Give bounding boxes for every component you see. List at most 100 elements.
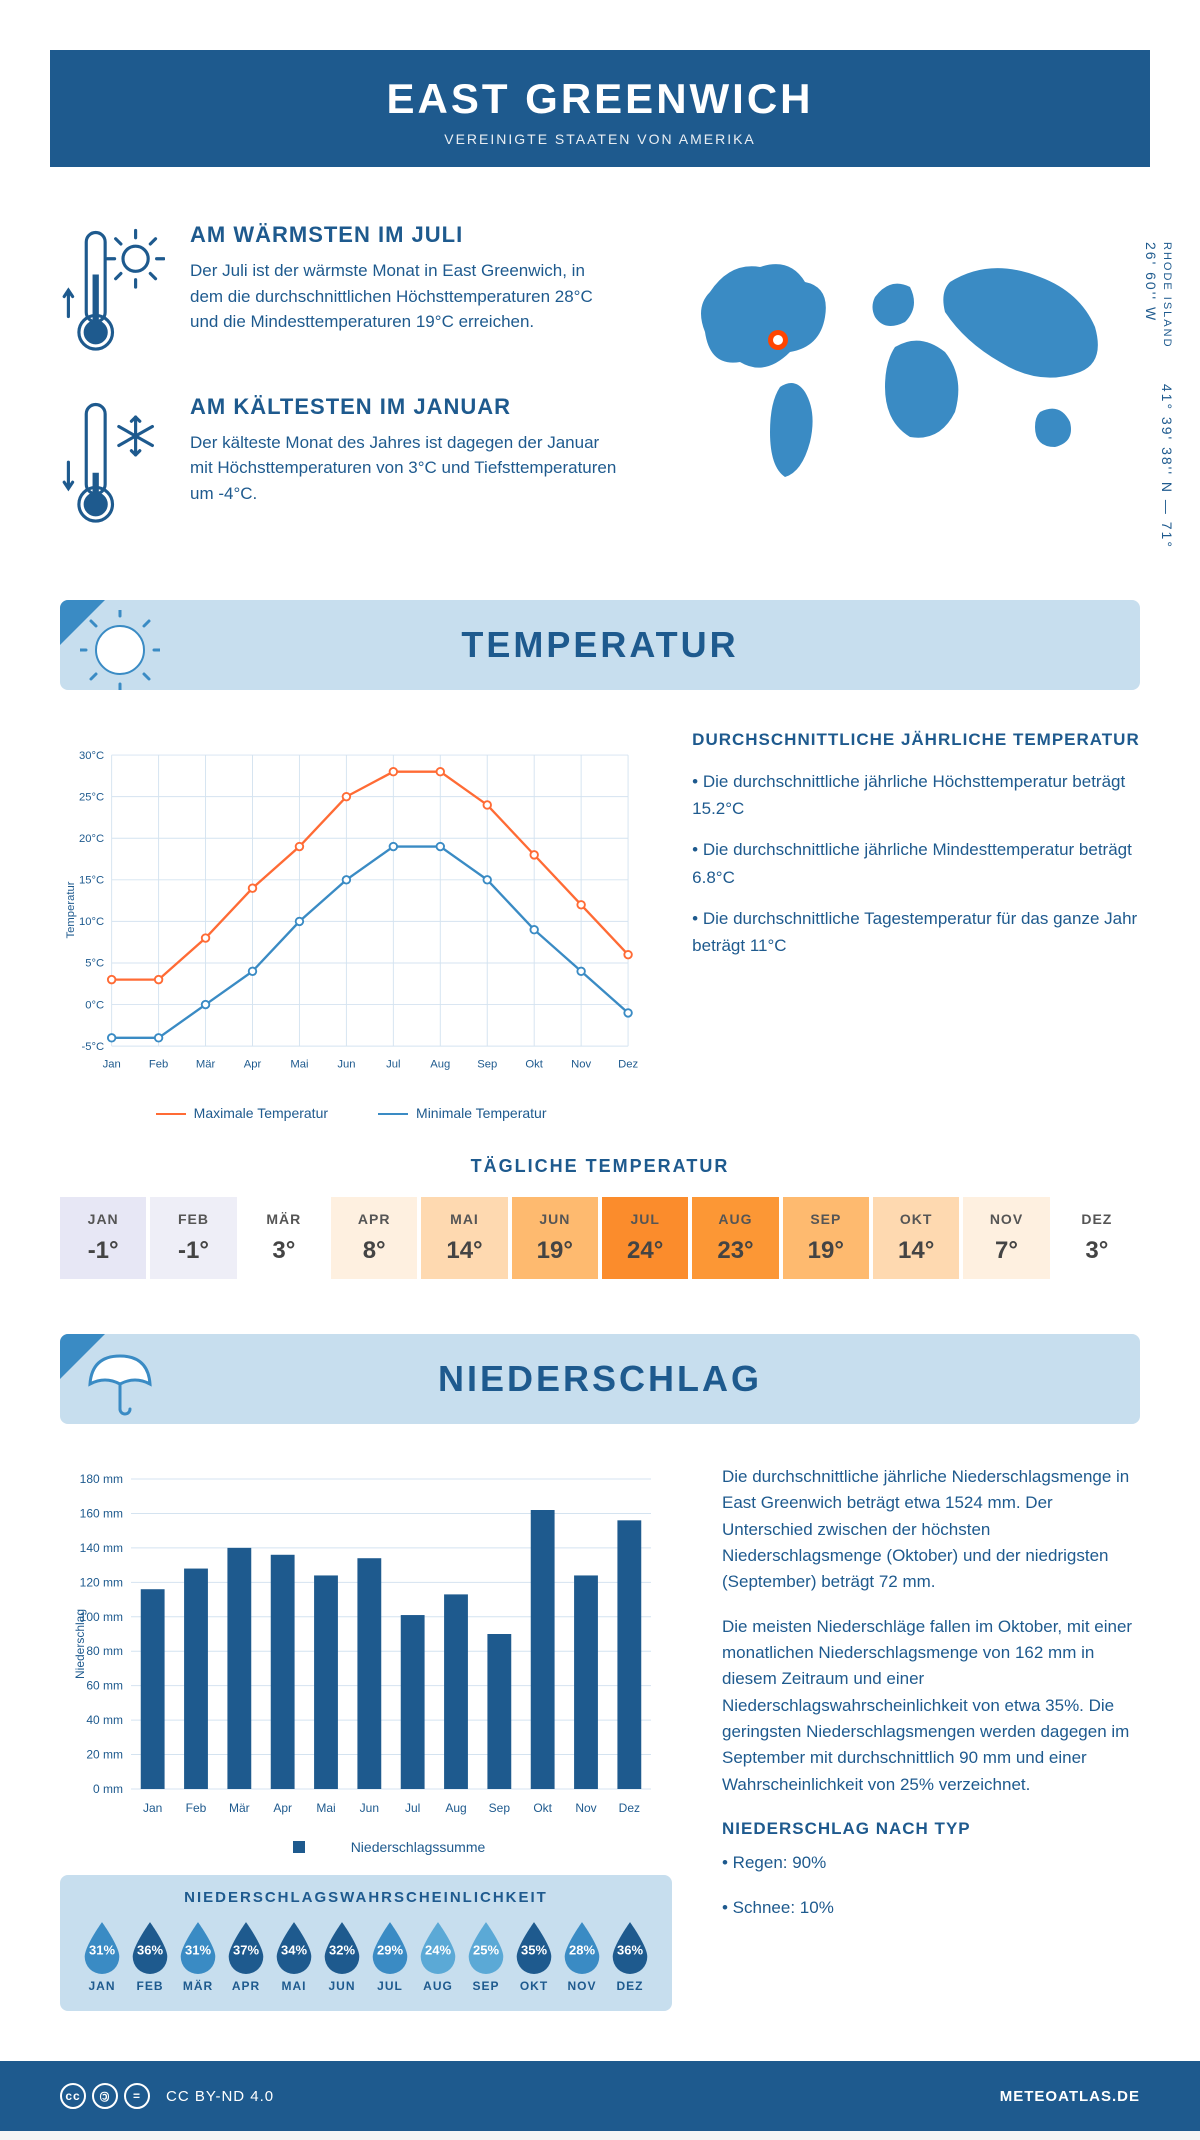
svg-text:Apr: Apr [244,1059,262,1071]
daily-cell: AUG23° [692,1197,778,1279]
svg-text:Feb: Feb [149,1059,168,1071]
svg-text:20°C: 20°C [79,833,104,845]
svg-text:Jul: Jul [405,1801,420,1815]
svg-text:Apr: Apr [273,1801,292,1815]
infographic-page: EAST GREENWICH VEREINIGTE STAATEN VON AM… [0,0,1200,2131]
svg-text:Okt: Okt [533,1801,552,1815]
umbrella-icon [80,1344,160,1424]
coldest-title: AM KÄLTESTEN IM JANUAR [190,394,620,420]
svg-text:Nov: Nov [571,1059,591,1071]
svg-text:Aug: Aug [430,1059,450,1071]
svg-text:0 mm: 0 mm [93,1782,123,1796]
svg-text:0°C: 0°C [85,999,104,1011]
thermometer-hot-icon [60,222,165,359]
drop-item: 28%NOV [558,1920,606,1993]
svg-text:40 mm: 40 mm [86,1713,123,1727]
svg-text:Temperatur: Temperatur [65,881,77,938]
drop-item: 37%APR [222,1920,270,1993]
daily-cell: NOV7° [963,1197,1049,1279]
svg-text:Feb: Feb [186,1801,207,1815]
svg-text:Jan: Jan [103,1059,121,1071]
page-subtitle: VEREINIGTE STAATEN VON AMERIKA [50,131,1150,147]
svg-text:Jan: Jan [143,1801,162,1815]
page-title: EAST GREENWICH [50,75,1150,123]
drop-item: 36%FEB [126,1920,174,1993]
temp-legend: Maximale Temperatur Minimale Temperatur [60,1105,642,1121]
drop-item: 35%OKT [510,1920,558,1993]
svg-text:Aug: Aug [445,1801,466,1815]
svg-text:Sep: Sep [477,1059,497,1071]
precipitation-bar-chart: 0 mm20 mm40 mm60 mm80 mm100 mm120 mm140 … [60,1464,672,1824]
svg-text:Okt: Okt [525,1059,543,1071]
svg-text:Dez: Dez [618,1059,638,1071]
svg-text:Nov: Nov [575,1801,596,1815]
svg-text:Mai: Mai [290,1059,308,1071]
cc-icon: cc [60,2083,86,2109]
sun-icon [80,610,160,690]
daily-cell: JAN-1° [60,1197,146,1279]
temperature-line-chart: -5°C0°C5°C10°C15°C20°C25°C30°CJanFebMärA… [60,730,642,1090]
legend-min: Minimale Temperatur [378,1105,546,1121]
drop-item: 24%AUG [414,1920,462,1993]
svg-text:25°C: 25°C [79,791,104,803]
precipitation-section-head: NIEDERSCHLAG [60,1334,1140,1424]
nd-icon: = [124,2083,150,2109]
svg-text:Jun: Jun [360,1801,379,1815]
legend-max: Maximale Temperatur [156,1105,328,1121]
svg-text:Sep: Sep [489,1801,511,1815]
by-icon: 🄯 [92,2083,118,2109]
daily-temp-title: TÄGLICHE TEMPERATUR [60,1156,1140,1177]
thermometer-cold-icon [60,394,165,531]
world-map [660,222,1140,502]
svg-text:Mai: Mai [316,1801,335,1815]
daily-cell: MÄR3° [241,1197,327,1279]
svg-text:15°C: 15°C [79,875,104,887]
probability-title: NIEDERSCHLAGSWAHRSCHEINLICHKEIT [78,1889,654,1906]
svg-text:Mär: Mär [229,1801,250,1815]
license-icons: cc 🄯 = CC BY-ND 4.0 [60,2083,274,2109]
svg-text:160 mm: 160 mm [80,1506,123,1520]
daily-cell: JUN19° [512,1197,598,1279]
coldest-text: Der kälteste Monat des Jahres ist dagege… [190,430,620,507]
temperature-section-head: TEMPERATUR [60,600,1140,690]
temp-summary-title: DURCHSCHNITTLICHE JÄHRLICHE TEMPERATUR [692,730,1140,750]
svg-text:5°C: 5°C [85,958,104,970]
license-text: CC BY-ND 4.0 [166,2088,274,2105]
drop-item: 34%MAI [270,1920,318,1993]
svg-text:30°C: 30°C [79,750,104,762]
svg-text:Dez: Dez [619,1801,640,1815]
svg-text:120 mm: 120 mm [80,1575,123,1589]
drop-item: 36%DEZ [606,1920,654,1993]
svg-text:80 mm: 80 mm [86,1644,123,1658]
footer: cc 🄯 = CC BY-ND 4.0 METEOATLAS.DE [0,2061,1200,2131]
drop-item: 31%MÄR [174,1920,222,1993]
site-name: METEOATLAS.DE [1000,2088,1140,2105]
svg-text:-5°C: -5°C [81,1041,104,1053]
daily-cell: APR8° [331,1197,417,1279]
title-banner: EAST GREENWICH VEREINIGTE STAATEN VON AM… [50,50,1150,167]
daily-cell: FEB-1° [150,1197,236,1279]
daily-temp-grid: JAN-1°FEB-1°MÄR3°APR8°MAI14°JUN19°JUL24°… [60,1197,1140,1279]
temp-summary: DURCHSCHNITTLICHE JÄHRLICHE TEMPERATUR •… [692,730,1140,1121]
svg-text:10°C: 10°C [79,916,104,928]
daily-cell: DEZ3° [1054,1197,1140,1279]
svg-text:Niederschlag: Niederschlag [73,1609,87,1679]
warmest-text: Der Juli ist der wärmste Monat in East G… [190,258,620,335]
drop-item: 32%JUN [318,1920,366,1993]
precip-legend: Niederschlagssumme [60,1839,672,1855]
svg-text:Jun: Jun [337,1059,355,1071]
daily-cell: JUL24° [602,1197,688,1279]
drop-item: 25%SEP [462,1920,510,1993]
svg-text:180 mm: 180 mm [80,1472,123,1486]
svg-text:20 mm: 20 mm [86,1748,123,1762]
svg-text:60 mm: 60 mm [86,1679,123,1693]
svg-text:Jul: Jul [386,1059,400,1071]
coldest-fact: AM KÄLTESTEN IM JANUAR Der kälteste Mona… [60,394,620,531]
temperature-title: TEMPERATUR [60,624,1140,666]
warmest-title: AM WÄRMSTEN IM JULI [190,222,620,248]
drop-item: 29%JUL [366,1920,414,1993]
daily-cell: MAI14° [421,1197,507,1279]
intro-row: AM WÄRMSTEN IM JULI Der Juli ist der wär… [60,222,1140,565]
coordinates: RHODE ISLAND 41° 39' 38'' N — 71° 26' 60… [1143,242,1175,565]
precip-type-title: NIEDERSCHLAG NACH TYP [722,1816,1140,1842]
